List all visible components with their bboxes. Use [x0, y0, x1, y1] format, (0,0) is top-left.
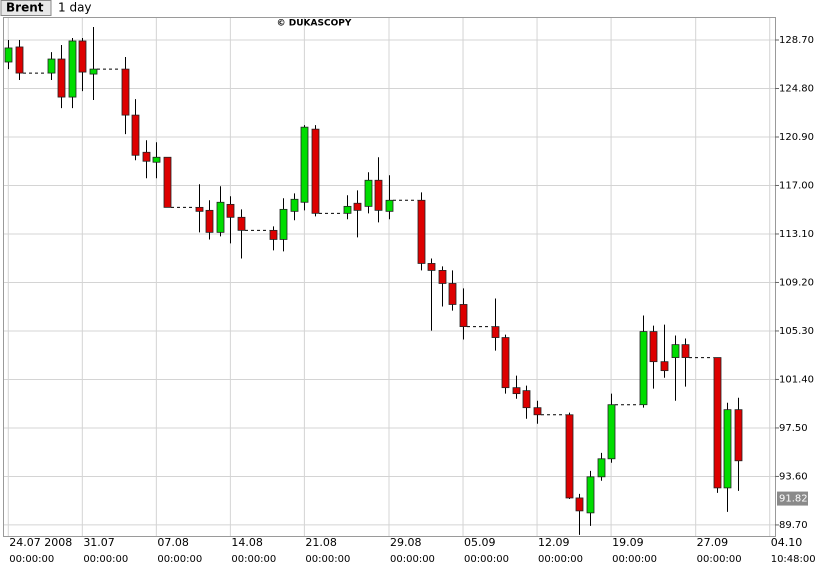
- candle-body: [660, 361, 669, 372]
- candle-body: [195, 206, 204, 212]
- y-tick-label: 89.70: [779, 520, 808, 531]
- y-tick-label: 97.50: [779, 423, 808, 434]
- candle-body: [607, 404, 616, 460]
- candle-body: [459, 304, 468, 328]
- candle-body: [385, 199, 394, 212]
- y-tick-label: 101.40: [779, 374, 814, 385]
- candle-body: [734, 409, 743, 462]
- candle-body: [121, 68, 130, 116]
- plot-area: [3, 17, 775, 536]
- y-tick-label: 124.80: [779, 83, 814, 94]
- candle-body: [226, 203, 235, 218]
- candle-body: [89, 68, 98, 75]
- y-tick-label: 113.10: [779, 229, 814, 240]
- candle-body: [723, 409, 732, 489]
- candle-body: [131, 114, 140, 156]
- candle-body: [152, 156, 161, 163]
- candle-body: [427, 263, 436, 271]
- candle-body: [4, 47, 13, 63]
- candle-body: [448, 283, 457, 305]
- x-tick-label: 07.08: [157, 536, 189, 549]
- x-tick-time: 00:00:00: [612, 554, 657, 565]
- candle-body: [57, 58, 66, 98]
- x-tick-time: 10:48:00: [771, 554, 816, 565]
- candle-body: [586, 476, 595, 514]
- candle-body: [438, 270, 447, 284]
- y-tick-label: 120.90: [779, 132, 814, 143]
- candle-body: [417, 199, 426, 264]
- x-tick-label: 04.10: [771, 536, 803, 549]
- candle-body: [353, 202, 362, 211]
- candle-body: [78, 40, 87, 73]
- candle-body: [279, 208, 288, 240]
- x-tick-time: 00:00:00: [697, 554, 742, 565]
- candle-body: [713, 357, 722, 489]
- x-tick-time: 00:00:00: [538, 554, 583, 565]
- candle-body: [142, 151, 151, 162]
- x-tick-time: 00:00:00: [83, 554, 128, 565]
- candle-body: [575, 497, 584, 512]
- x-tick-label: 31.07: [83, 536, 115, 549]
- candle-body: [533, 407, 542, 416]
- candle-body: [681, 344, 690, 358]
- period[interactable]: 1 day: [58, 1, 92, 15]
- candle-body: [269, 229, 278, 240]
- candle-body: [671, 344, 680, 358]
- candle-body: [522, 390, 531, 409]
- x-tick-label: 27.09: [697, 536, 729, 549]
- candle-body: [311, 128, 320, 214]
- candle-body: [343, 205, 352, 214]
- candle-body: [512, 387, 521, 395]
- last-price-label: 91.82: [779, 494, 808, 505]
- candle-body: [163, 156, 172, 208]
- y-tick-label: 109.20: [779, 277, 814, 288]
- candle-body: [205, 209, 214, 233]
- candle-body: [639, 331, 648, 406]
- candle-body: [15, 46, 24, 74]
- candle-body: [290, 198, 299, 212]
- candle-body: [491, 326, 500, 338]
- symbol[interactable]: Brent: [6, 1, 44, 15]
- x-tick-label: 12.09: [538, 536, 570, 549]
- candle-body: [501, 337, 510, 389]
- candle-body: [68, 40, 77, 98]
- x-tick-label: 29.08: [390, 536, 422, 549]
- candle-body: [649, 331, 658, 363]
- y-tick-label: 93.60: [779, 471, 808, 482]
- x-tick-label: 19.09: [612, 536, 644, 549]
- candle-body: [47, 58, 56, 74]
- y-tick-label: 128.70: [779, 35, 814, 46]
- x-tick-time: 00:00:00: [305, 554, 350, 565]
- x-tick-label: 05.09: [464, 536, 496, 549]
- candle-body: [374, 179, 383, 211]
- x-tick-time: 00:00:00: [157, 554, 202, 565]
- candle-body: [364, 179, 373, 207]
- y-tick-label: 105.30: [779, 326, 814, 337]
- candle-body: [300, 126, 309, 203]
- x-tick-label: 24.07 2008: [9, 536, 72, 549]
- candle-body: [565, 414, 574, 499]
- candle-body: [216, 201, 225, 233]
- symbol-button[interactable]: [0, 0, 52, 16]
- watermark: © DUKASCOPY: [277, 19, 352, 29]
- x-tick-label: 14.08: [231, 536, 263, 549]
- x-tick-time: 00:00:00: [464, 554, 509, 565]
- x-tick-time: 00:00:00: [231, 554, 276, 565]
- x-tick-label: 21.08: [305, 536, 337, 549]
- candle-body: [597, 458, 606, 478]
- last-price-box: [777, 491, 808, 506]
- x-tick-time: 00:00:00: [9, 554, 54, 565]
- y-tick-label: 117.00: [779, 180, 814, 191]
- plot-border: [3, 17, 776, 537]
- candle-body: [237, 216, 246, 231]
- x-tick-time: 00:00:00: [390, 554, 435, 565]
